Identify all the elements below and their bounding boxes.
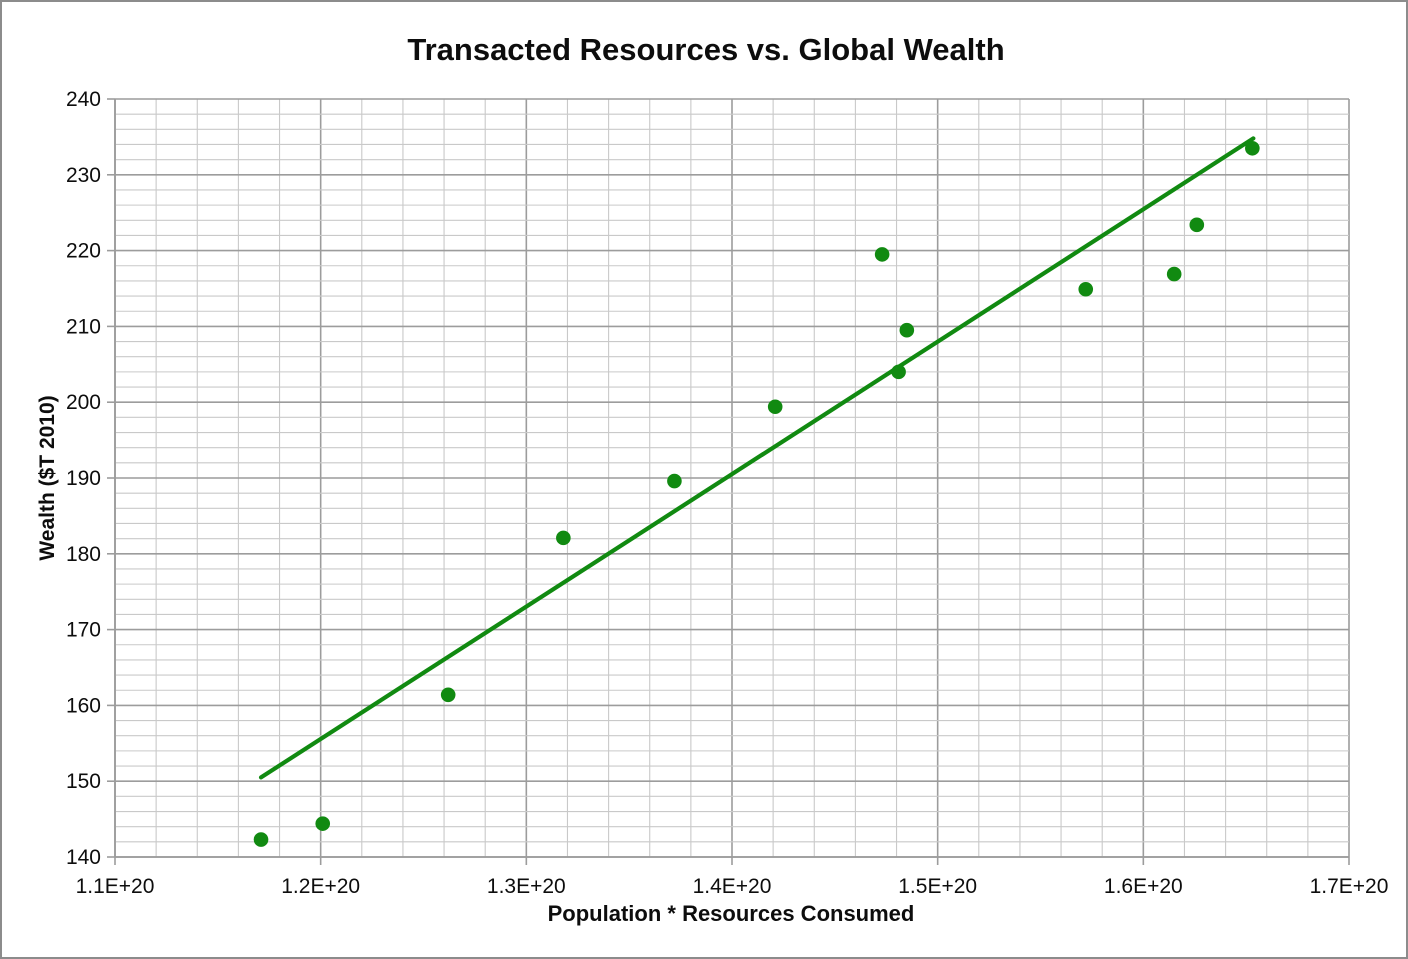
x-tick-label: 1.5E+20 — [898, 875, 977, 898]
y-tick-label: 220 — [66, 240, 101, 263]
scatter-point — [891, 364, 906, 380]
trendline — [258, 136, 1256, 780]
x-tick-label: 1.2E+20 — [281, 875, 360, 898]
scatter-point — [1189, 217, 1205, 233]
x-tick-label: 1.3E+20 — [487, 875, 566, 898]
scatter-point — [899, 322, 915, 338]
y-tick-label: 150 — [66, 770, 101, 793]
x-tick-label: 1.7E+20 — [1310, 875, 1389, 898]
scatter-point — [440, 687, 456, 703]
y-tick-label: 240 — [66, 88, 101, 111]
y-tick-label: 160 — [66, 694, 101, 717]
scatter-point — [767, 399, 783, 415]
chart-title: Transacted Resources vs. Global Wealth — [407, 32, 1005, 67]
scatter-point — [315, 816, 331, 831]
scatter-point — [1078, 281, 1094, 297]
y-axis-title: Wealth ($T 2010) — [36, 395, 59, 561]
x-axis-title: Population * Resources Consumed — [547, 901, 915, 926]
y-tick-label: 180 — [66, 543, 101, 566]
scatter-point — [667, 473, 682, 489]
x-tick-label: 1.4E+20 — [693, 875, 772, 898]
x-tick-label: 1.6E+20 — [1104, 875, 1183, 898]
y-tick-label: 190 — [66, 467, 101, 490]
y-tick-label: 230 — [66, 164, 101, 187]
scatter-point — [1245, 140, 1260, 156]
scatter-point — [556, 530, 571, 546]
x-tick-label: 1.1E+20 — [76, 875, 155, 898]
y-tick-label: 170 — [66, 619, 101, 642]
y-tick-label: 210 — [66, 315, 101, 338]
scatter-point — [874, 247, 890, 262]
scatter-point — [1166, 266, 1182, 282]
scatter-point — [253, 832, 269, 847]
y-tick-label: 200 — [66, 391, 101, 414]
y-tick-label: 140 — [66, 846, 101, 869]
